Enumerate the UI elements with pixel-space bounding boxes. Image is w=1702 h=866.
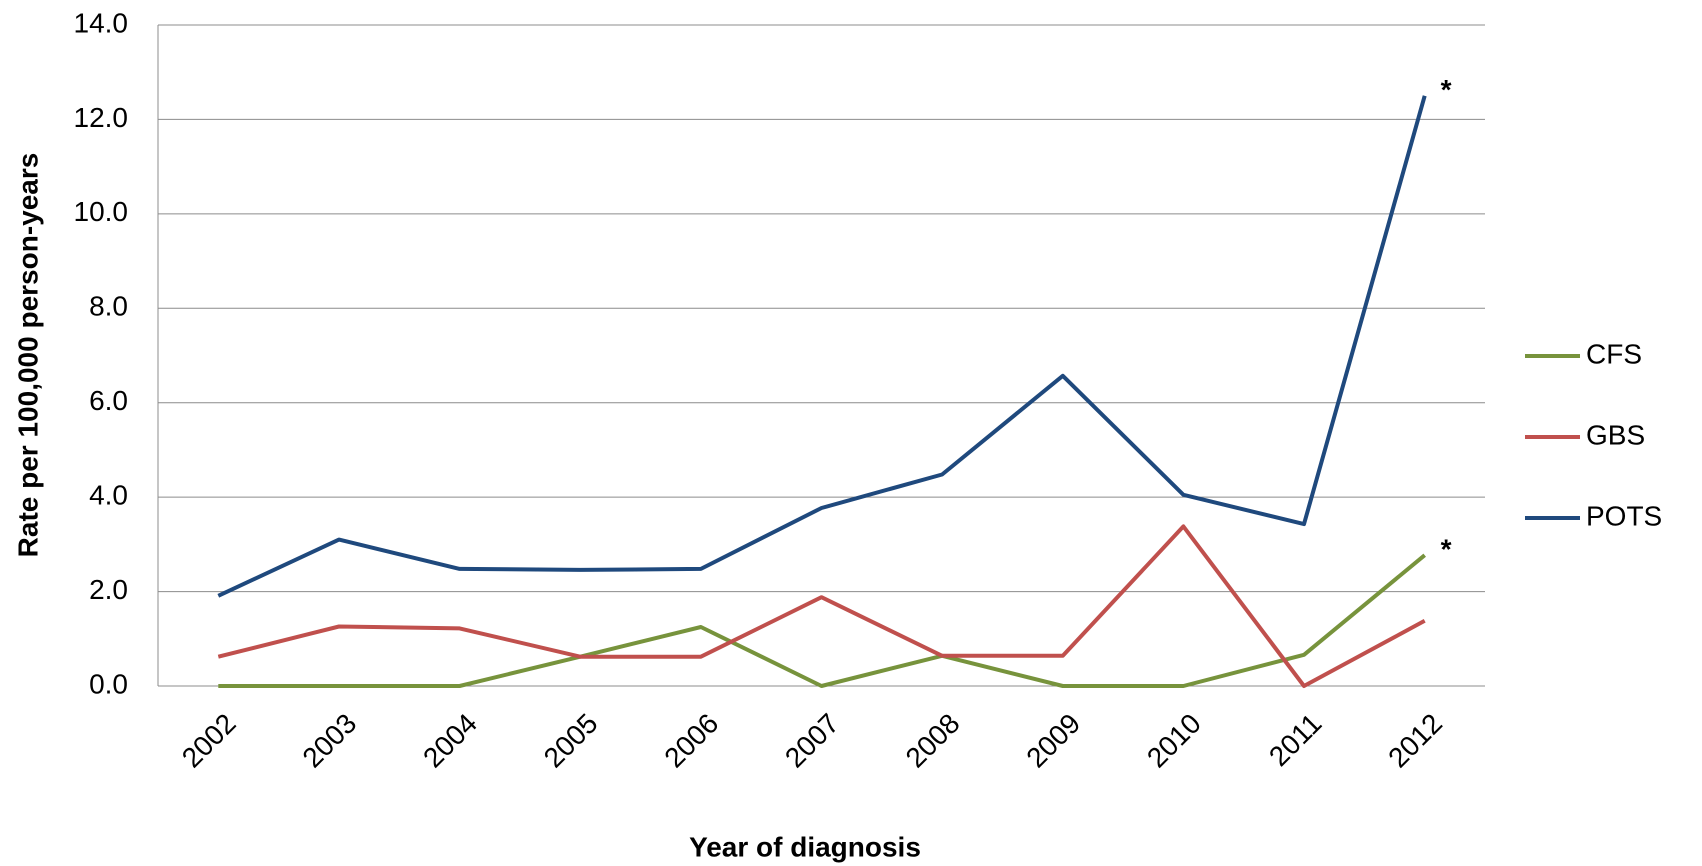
legend-label: POTS — [1586, 500, 1662, 531]
x-tick-label: 2003 — [296, 708, 362, 774]
legend-label: GBS — [1586, 419, 1645, 450]
y-tick-label: 0.0 — [89, 668, 128, 699]
series-line — [217, 524, 1426, 688]
y-tick-label: 8.0 — [89, 291, 128, 322]
y-tick-label: 2.0 — [89, 574, 128, 605]
y-tick-label: 4.0 — [89, 480, 128, 511]
x-tick-label: 2009 — [1020, 708, 1086, 774]
x-tick-label: 2007 — [779, 708, 845, 774]
legend-label: CFS — [1586, 338, 1642, 369]
y-axis-title: Rate per 100,000 person-years — [12, 153, 43, 558]
x-tick-label: 2005 — [538, 708, 604, 774]
x-tick-label: 2012 — [1382, 708, 1448, 774]
y-tick-label: 12.0 — [74, 102, 129, 133]
x-tick-label: 2008 — [900, 708, 966, 774]
y-tick-label: 6.0 — [89, 385, 128, 416]
y-tick-label: 10.0 — [74, 196, 129, 227]
annotation: * — [1441, 534, 1452, 565]
x-tick-label: 2011 — [1263, 708, 1328, 773]
series-line — [218, 553, 1426, 688]
x-tick-label: 2010 — [1141, 708, 1207, 774]
series-line — [217, 95, 1427, 598]
x-tick-label: 2004 — [417, 708, 483, 774]
annotation: * — [1441, 74, 1452, 105]
x-axis-title: Year of diagnosis — [689, 831, 921, 862]
x-tick-label: 2002 — [176, 708, 242, 774]
x-tick-label: 2006 — [658, 708, 724, 774]
y-tick-label: 14.0 — [74, 7, 129, 38]
